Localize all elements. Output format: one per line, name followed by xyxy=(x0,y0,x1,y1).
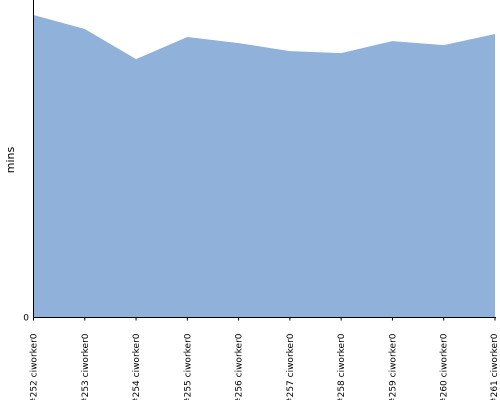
x-tick-label: #252 ciworker0 xyxy=(30,333,40,400)
area-series xyxy=(33,15,495,318)
x-tick-label: #257 ciworker0 xyxy=(286,333,296,400)
x-tick-label: #254 ciworker0 xyxy=(132,333,142,400)
x-tick-label: #261 ciworker0 xyxy=(490,333,500,400)
x-axis-ticks: #252 ciworker0 #253 ciworker0 #254 ciworke… xyxy=(30,317,500,400)
y-tick-label: 0 xyxy=(23,314,29,324)
axes xyxy=(33,0,496,318)
y-axis-ticks: 0 xyxy=(23,314,29,324)
x-tick-label: #259 ciworker0 xyxy=(388,333,398,400)
x-tick-label: #253 ciworker0 xyxy=(81,333,91,400)
x-tick-label: #255 ciworker0 xyxy=(183,333,193,400)
x-tick-label: #258 ciworker0 xyxy=(337,333,347,400)
plot-area xyxy=(33,15,495,318)
x-tick-label: #260 ciworker0 xyxy=(440,333,450,400)
y-axis-title: mins xyxy=(4,146,17,173)
x-tick-label: #256 ciworker0 xyxy=(235,333,245,400)
